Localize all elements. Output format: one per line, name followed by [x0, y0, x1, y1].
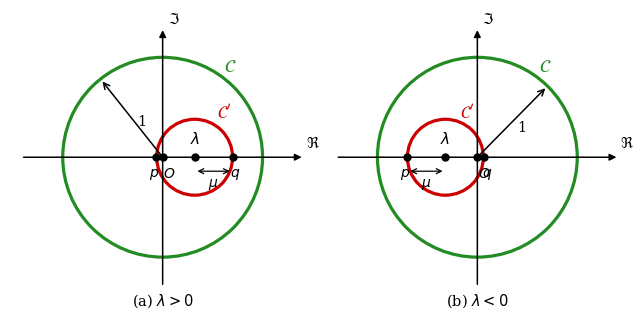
- Text: $\Im$: $\Im$: [483, 12, 494, 26]
- Point: [150, 155, 161, 160]
- Text: $q$: $q$: [482, 167, 492, 182]
- Text: $\mathcal{C}'$: $\mathcal{C}'$: [217, 104, 232, 123]
- Text: 1: 1: [137, 115, 146, 129]
- Point: [227, 155, 237, 160]
- Text: $\mathcal{C}'$: $\mathcal{C}'$: [460, 104, 475, 123]
- Text: $O$: $O$: [478, 167, 490, 181]
- Text: $\Re$: $\Re$: [305, 135, 319, 151]
- Point: [479, 155, 490, 160]
- Text: $\mu$: $\mu$: [209, 177, 219, 192]
- Text: $O$: $O$: [163, 167, 176, 181]
- Text: (a) $\lambda > 0$: (a) $\lambda > 0$: [132, 292, 193, 310]
- Text: $\Im$: $\Im$: [168, 12, 179, 26]
- Text: $\lambda$: $\lambda$: [189, 131, 200, 147]
- Point: [189, 155, 200, 160]
- Point: [472, 155, 483, 160]
- Text: 1: 1: [518, 121, 527, 135]
- Text: $q$: $q$: [230, 167, 241, 182]
- Text: $p$: $p$: [400, 167, 410, 182]
- Text: $p$: $p$: [148, 167, 159, 182]
- Text: $\mathcal{C}$: $\mathcal{C}$: [539, 58, 552, 76]
- Text: $\Re$: $\Re$: [620, 135, 634, 151]
- Point: [403, 155, 413, 160]
- Text: (b) $\lambda < 0$: (b) $\lambda < 0$: [446, 292, 509, 310]
- Text: $\mu$: $\mu$: [421, 177, 431, 192]
- Point: [157, 155, 168, 160]
- Text: $\lambda$: $\lambda$: [440, 131, 451, 147]
- Text: $\mathcal{C}$: $\mathcal{C}$: [225, 58, 237, 76]
- Point: [440, 155, 451, 160]
